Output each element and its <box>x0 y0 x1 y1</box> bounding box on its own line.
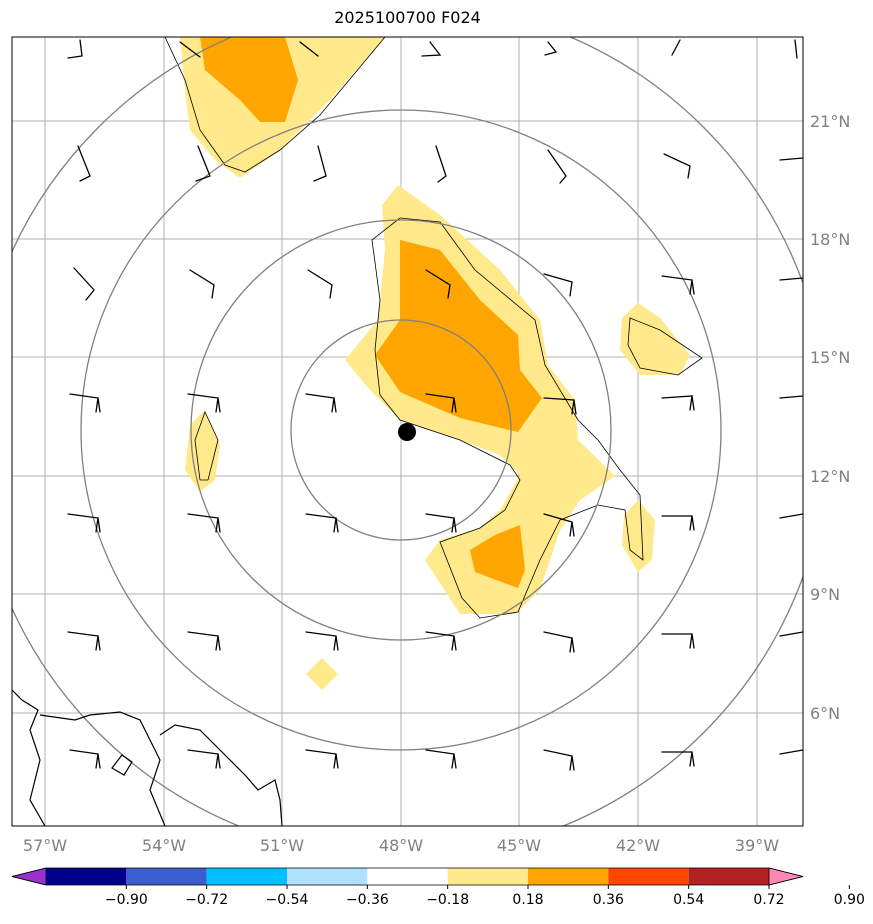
lat-label: 9°N <box>810 585 840 604</box>
wind-barbs <box>67 39 803 771</box>
map-title: 2025100700 F024 <box>334 8 481 27</box>
lon-label: 51°W <box>260 836 304 855</box>
colorbar: −0.90 −0.72 −0.54 −0.36 −0.18 0.18 0.36 0.54 0.7… <box>11 867 865 908</box>
colorbar-extend-min <box>11 867 47 886</box>
colorbar-segment <box>608 868 689 885</box>
colorbar-segment <box>688 868 769 885</box>
lon-label: 48°W <box>379 836 423 855</box>
lon-label: 57°W <box>23 836 67 855</box>
colorbar-segment <box>126 868 207 885</box>
colorbar-segment <box>528 868 609 885</box>
map-frame <box>11 36 804 827</box>
latitude-labels: 21°N 18°N 15°N 12°N 9°N 6°N <box>810 112 850 723</box>
colorbar-tick-label: −0.90 <box>105 892 148 908</box>
storm-center-marker <box>398 423 416 441</box>
lat-label: 6°N <box>810 704 840 723</box>
colorbar-tick-label: 0.72 <box>753 892 784 908</box>
colorbar-segment <box>206 868 287 885</box>
colorbar-tick-label: −0.54 <box>266 892 309 908</box>
colorbar-tick-label: −0.36 <box>346 892 389 908</box>
lon-label: 45°W <box>497 836 541 855</box>
colorbar-segment <box>46 868 127 885</box>
colorbar-tick-label: 0.54 <box>673 892 704 908</box>
colorbar-tick-label: 0.90 <box>834 892 865 908</box>
lat-label: 21°N <box>810 112 850 131</box>
colorbar-extend-max <box>768 867 804 886</box>
lon-label: 54°W <box>142 836 186 855</box>
colorbar-segment <box>287 868 368 885</box>
lat-label: 15°N <box>810 348 850 367</box>
colorbar-segment <box>367 868 448 885</box>
coastline <box>12 689 283 826</box>
colorbar-outline <box>11 867 804 886</box>
colorbar-tick-label: −0.18 <box>426 892 469 908</box>
longitude-labels: 57°W 54°W 51°W 48°W 45°W 42°W 39°W <box>23 836 779 855</box>
lon-label: 39°W <box>735 836 779 855</box>
colorbar-segment <box>447 868 528 885</box>
colorbar-tick-label: 0.18 <box>512 892 543 908</box>
lat-label: 18°N <box>810 230 850 249</box>
colorbar-tick-label: 0.36 <box>593 892 624 908</box>
range-rings <box>12 37 803 826</box>
lat-label: 12°N <box>810 467 850 486</box>
colorbar-tick-label: −0.72 <box>185 892 228 908</box>
lon-label: 42°W <box>616 836 660 855</box>
